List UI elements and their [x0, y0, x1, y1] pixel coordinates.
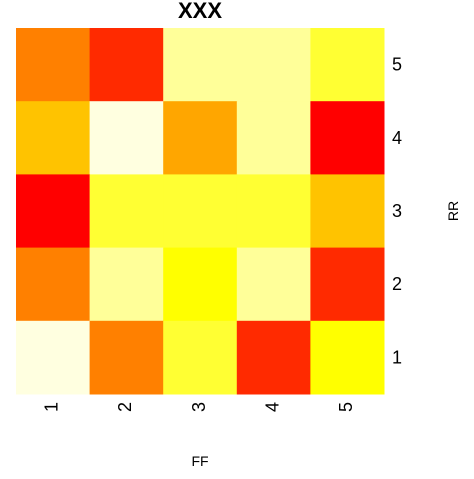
x-tick-label-5: 5	[336, 402, 356, 412]
x-tick-label-1: 1	[42, 402, 62, 412]
y-tick-label-1: 1	[392, 347, 402, 367]
y-axis-label: RR	[445, 201, 461, 221]
heatmap-cells	[16, 28, 385, 395]
heatmap-cell-2-4	[89, 101, 164, 175]
y-tick-labels: 1 2 3 4 5	[392, 55, 402, 368]
heatmap-cell-1-5	[16, 28, 91, 102]
x-tick-label-3: 3	[189, 402, 209, 412]
heatmap-cell-4-5	[236, 28, 311, 102]
heatmap-cell-1-3	[16, 174, 91, 249]
y-tick-label-4: 4	[392, 128, 402, 148]
heatmap-cell-3-1	[163, 320, 238, 395]
y-tick-label-5: 5	[392, 55, 402, 75]
heatmap-cell-5-2	[310, 247, 385, 322]
heatmap-cell-3-4	[163, 101, 238, 175]
heatmap-cell-1-4	[16, 101, 91, 175]
heatmap-cell-2-1	[89, 320, 164, 395]
x-tick-labels: 1 2 3 4 5	[42, 402, 356, 412]
heatmap-cell-1-1	[16, 320, 91, 395]
y-tick-label-2: 2	[392, 274, 402, 294]
heatmap-cell-5-5	[310, 28, 385, 102]
heatmap-cell-5-3	[310, 174, 385, 249]
heatmap-cell-3-3	[163, 174, 238, 249]
heatmap-cell-4-1	[236, 320, 311, 395]
heatmap-cell-5-4	[310, 101, 385, 175]
heatmap-cell-4-3	[236, 174, 311, 249]
heatmap-cell-2-2	[89, 247, 164, 322]
chart-title: XXX	[178, 0, 222, 23]
heatmap-cell-4-4	[236, 101, 311, 175]
x-tick-label-4: 4	[262, 402, 282, 412]
x-axis-label: FF	[191, 453, 208, 469]
y-tick-label-3: 3	[392, 201, 402, 221]
heatmap-cell-4-2	[236, 247, 311, 322]
heatmap-cell-1-2	[16, 247, 91, 322]
heatmap-cell-2-3	[89, 174, 164, 249]
x-tick-label-2: 2	[115, 402, 135, 412]
heatmap-cell-3-2	[163, 247, 238, 322]
heatmap-cell-5-1	[310, 320, 385, 395]
heatmap-cell-2-5	[89, 28, 164, 102]
heatmap-cell-3-5	[163, 28, 238, 102]
